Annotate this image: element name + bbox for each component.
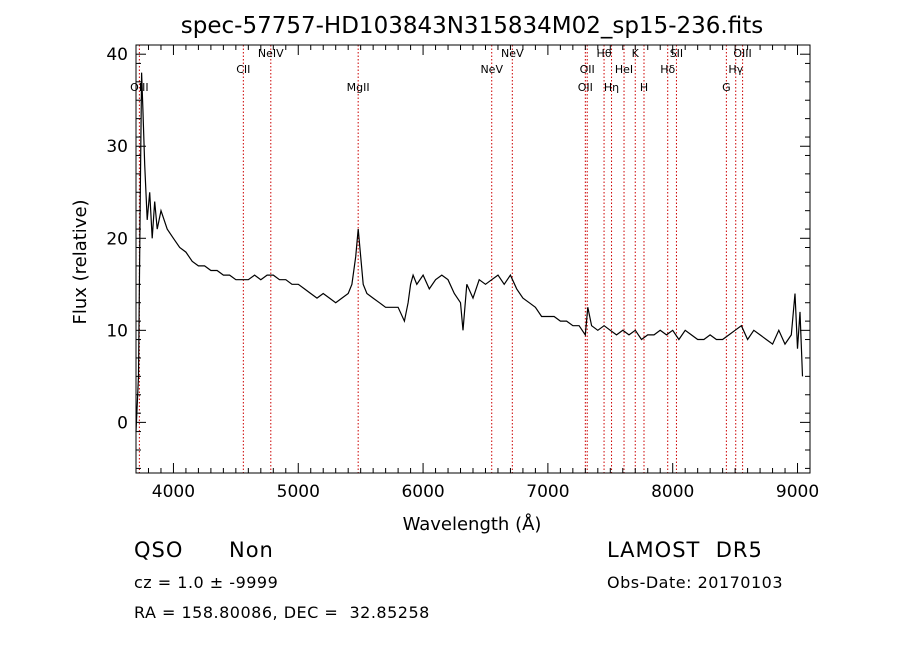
emission-line-label: NeIV	[258, 47, 284, 60]
coordinates-readout: RA = 158.80086, DEC = 32.85258	[134, 603, 430, 622]
redshift-readout: cz = 1.0 ± -9999	[134, 573, 279, 592]
emission-line-label: Hγ	[728, 63, 743, 76]
emission-line-label: CII	[236, 63, 250, 76]
x-tick-label: 6000	[401, 482, 444, 502]
survey-name: LAMOST DR5	[607, 538, 763, 562]
emission-line-label: K	[632, 47, 640, 60]
emission-line-label: OIII	[130, 81, 148, 94]
emission-line-label: Hδ	[660, 63, 675, 76]
x-axis-label: Wavelength (Å)	[403, 513, 542, 535]
emission-line-label: OII	[578, 81, 593, 94]
y-tick-label: 30	[106, 137, 128, 157]
plot-frame	[135, 44, 811, 474]
spectrum-series-line	[135, 72, 804, 432]
emission-line-label: NeV	[501, 47, 524, 60]
x-tick-label: 4000	[152, 482, 195, 502]
emission-line-label: H	[640, 81, 648, 94]
y-tick-label: 0	[117, 413, 128, 433]
y-tick-label: 20	[106, 229, 128, 249]
emission-line-label: NeV	[480, 63, 503, 76]
emission-line-markers: OIIICIINeIVMgIINeVNeVOIIOIIHθHηHeIKHHδSI…	[130, 45, 752, 473]
emission-line-label: Hη	[604, 81, 619, 94]
emission-line-label: G	[722, 81, 731, 94]
x-tick-label: 5000	[277, 482, 320, 502]
chart-title: spec-57757-HD103843N315834M02_sp15-236.f…	[181, 13, 763, 39]
emission-line-label: OIII	[733, 47, 751, 60]
x-tick-label: 7000	[526, 482, 569, 502]
emission-line-label: OII	[580, 63, 595, 76]
x-tick-label: 9000	[776, 482, 819, 502]
emission-line-label: HeI	[615, 63, 633, 76]
emission-line-label: SII	[670, 47, 683, 60]
y-tick-label: 40	[106, 45, 128, 65]
axis-ticks: 4000 5000 6000 7000 8000 9000 0 10 20 30 40	[106, 45, 819, 502]
object-class: QSO	[134, 538, 184, 562]
y-axis-label: Flux (relative)	[70, 199, 91, 324]
emission-line-label: Hθ	[597, 47, 612, 60]
emission-line-label: MgII	[347, 81, 370, 94]
y-tick-label: 10	[106, 321, 128, 341]
object-subclass: Non	[229, 538, 274, 562]
x-tick-label: 8000	[651, 482, 694, 502]
observation-date: Obs-Date: 20170103	[607, 573, 784, 592]
